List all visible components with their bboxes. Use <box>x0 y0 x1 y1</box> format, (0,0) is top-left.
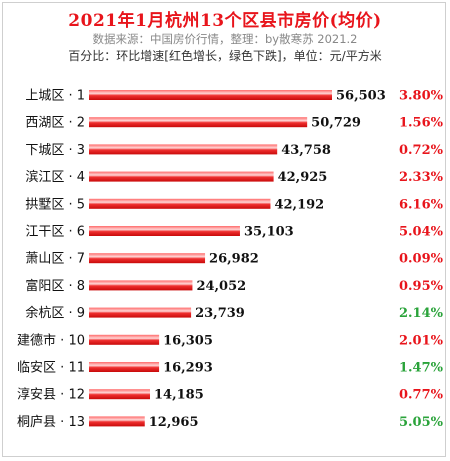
growth-label: 5.05% <box>399 415 444 430</box>
growth-label: 1.56% <box>399 116 444 131</box>
bar <box>89 90 332 100</box>
bar <box>89 307 192 318</box>
bar <box>89 280 193 291</box>
bar <box>89 117 308 128</box>
bar <box>89 362 160 372</box>
growth-label: 0.72% <box>399 143 444 158</box>
category-label: 淳安县 · 12 <box>17 387 85 403</box>
value-label: 16,305 <box>163 333 213 348</box>
bar <box>89 253 206 264</box>
value-label: 26,982 <box>209 252 259 267</box>
category-label: 上城区 · 1 <box>25 89 85 104</box>
category-label: 建德市 · 10 <box>17 332 85 348</box>
value-label: 12,965 <box>149 415 199 430</box>
growth-label: 0.77% <box>399 388 444 403</box>
category-label: 萧山区 · 7 <box>25 252 85 267</box>
value-label: 23,739 <box>195 306 245 321</box>
growth-label: 2.14% <box>399 306 444 321</box>
growth-label: 2.33% <box>399 170 444 185</box>
growth-label: 2.01% <box>399 333 444 348</box>
chart-note: 百分比：环比增速[红色增长，绿色下跌]，单位：元/平方米 <box>68 49 382 63</box>
growth-label: 0.95% <box>399 279 444 294</box>
growth-label: 6.16% <box>399 197 444 212</box>
value-label: 14,185 <box>154 388 204 403</box>
category-label: 余杭区 · 9 <box>25 305 85 321</box>
bar <box>89 226 240 236</box>
category-label: 江干区 · 6 <box>25 225 85 240</box>
value-label: 50,729 <box>311 116 361 131</box>
chart-source: 数据来源：中国房价行情，整理：by散寒苏 2021.2 <box>92 32 358 46</box>
value-label: 35,103 <box>244 225 294 240</box>
category-label: 桐庐县 · 13 <box>17 415 85 430</box>
value-label: 56,503 <box>336 89 386 104</box>
value-label: 42,925 <box>278 170 328 185</box>
bar <box>89 334 160 345</box>
bar <box>89 389 151 400</box>
growth-label: 0.09% <box>399 252 444 267</box>
chart-title: 2021年1月杭州13个区县市房价(均价) <box>68 11 382 31</box>
category-label: 临安区 · 11 <box>17 361 85 376</box>
category-label: 滨江区 · 4 <box>25 169 85 185</box>
bar <box>89 144 278 155</box>
value-label: 16,293 <box>163 361 213 376</box>
bar <box>89 198 271 209</box>
category-label: 拱墅区 · 5 <box>25 197 85 212</box>
value-label: 42,192 <box>274 197 324 212</box>
growth-label: 5.04% <box>399 225 444 240</box>
category-label: 富阳区 · 8 <box>25 278 85 294</box>
category-label: 下城区 · 3 <box>25 143 85 158</box>
bar <box>89 171 274 182</box>
value-label: 43,758 <box>281 143 331 158</box>
value-label: 24,052 <box>196 279 246 294</box>
growth-label: 1.47% <box>399 361 444 376</box>
bar <box>89 416 145 427</box>
growth-label: 3.80% <box>399 89 444 104</box>
category-label: 西湖区 · 2 <box>25 116 85 131</box>
